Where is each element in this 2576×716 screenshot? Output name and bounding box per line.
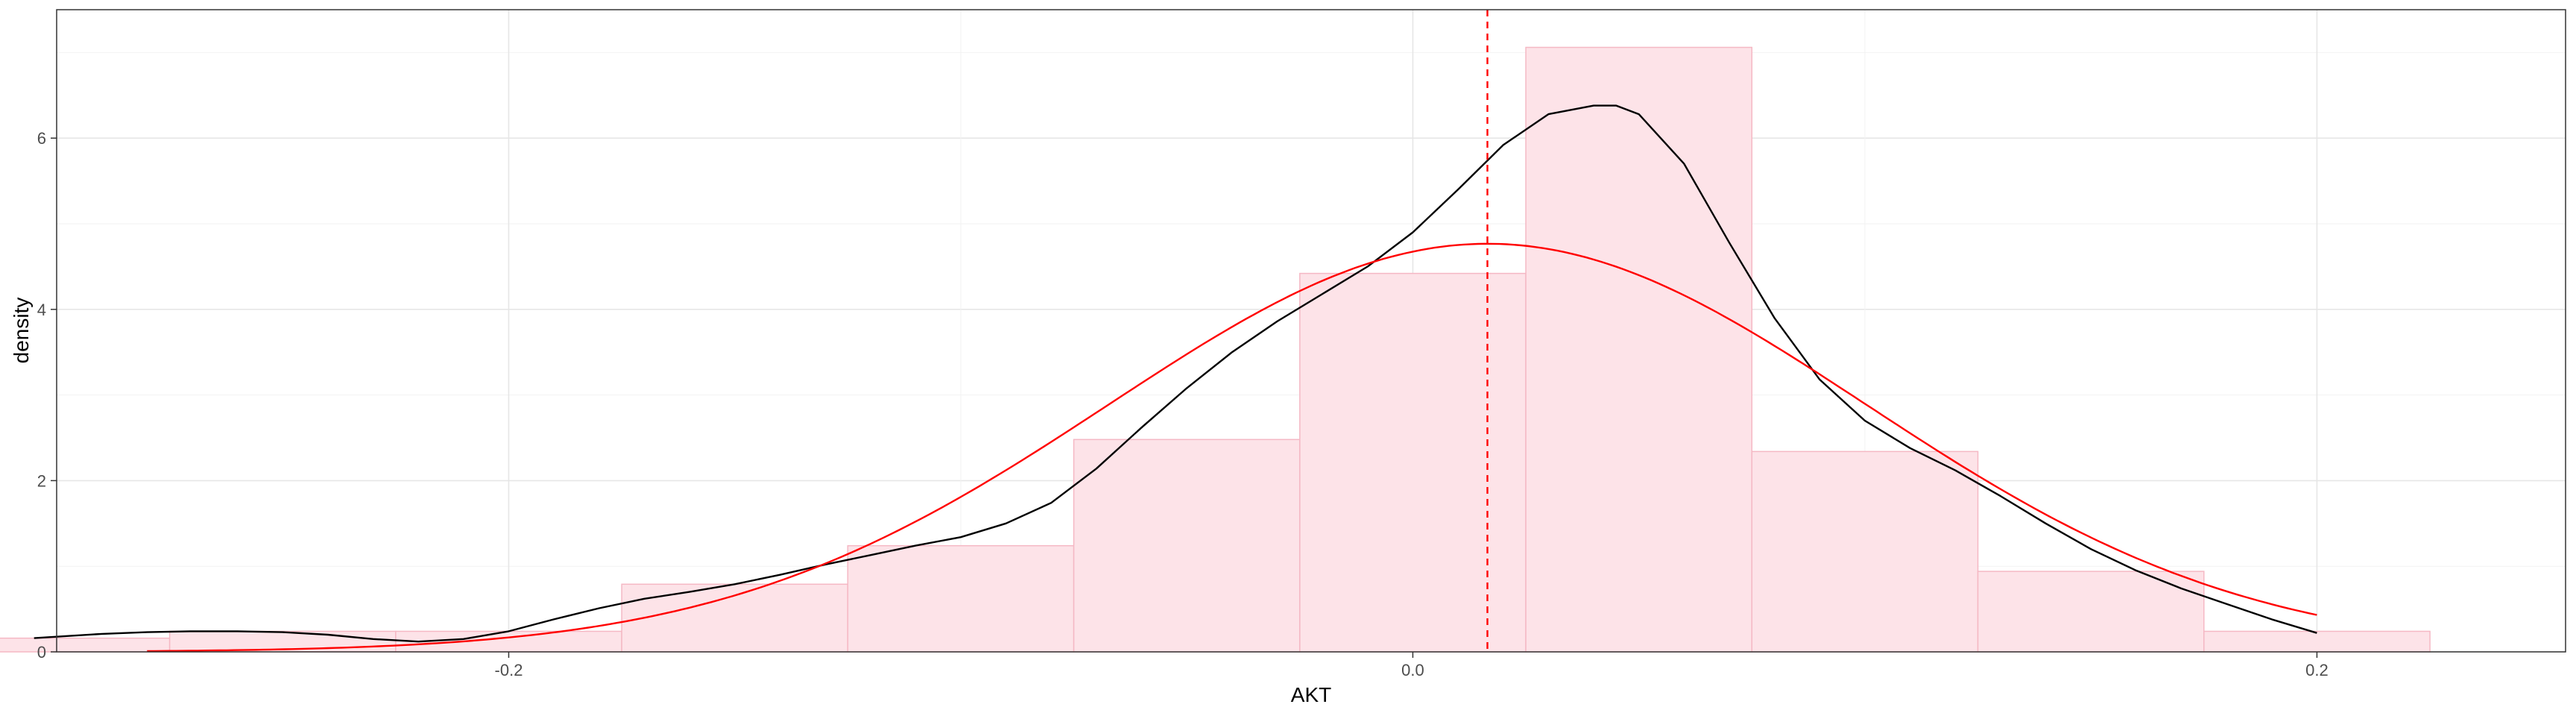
- normal-density-curve: [147, 242, 2317, 653]
- y-axis-ticks: 0 2 4 6: [37, 129, 57, 662]
- x-axis-title: AKT: [1291, 683, 1331, 706]
- histogram-bar: [1525, 46, 1753, 653]
- histogram-bar: [1299, 272, 1527, 653]
- histogram-bar: [0, 637, 171, 653]
- x-axis-ticks: -0.2 0.0 0.2: [495, 652, 2329, 679]
- y-tick-label: 6: [37, 129, 46, 148]
- x-tick-label: -0.2: [495, 661, 523, 679]
- histogram-bar: [1073, 439, 1301, 653]
- histogram-bar: [2203, 630, 2431, 653]
- y-tick-label: 0: [37, 643, 46, 662]
- histogram-bars: [0, 46, 2431, 653]
- x-tick-label: 0.0: [1401, 661, 1424, 679]
- y-tick-label: 4: [37, 301, 46, 319]
- y-tick-label: 2: [37, 471, 46, 490]
- kde-curve-group: [34, 104, 2317, 643]
- normal-curve-group: [147, 242, 2317, 653]
- y-axis-title: density: [10, 298, 33, 364]
- kde-density-curve: [34, 104, 2317, 643]
- plot-panel-border: [56, 9, 2566, 653]
- x-tick-label: 0.2: [2305, 661, 2329, 679]
- histogram-bar: [1751, 450, 1979, 653]
- histogram-bar: [1977, 571, 2205, 653]
- histogram-bar: [847, 544, 1075, 653]
- histogram-bar: [621, 583, 849, 653]
